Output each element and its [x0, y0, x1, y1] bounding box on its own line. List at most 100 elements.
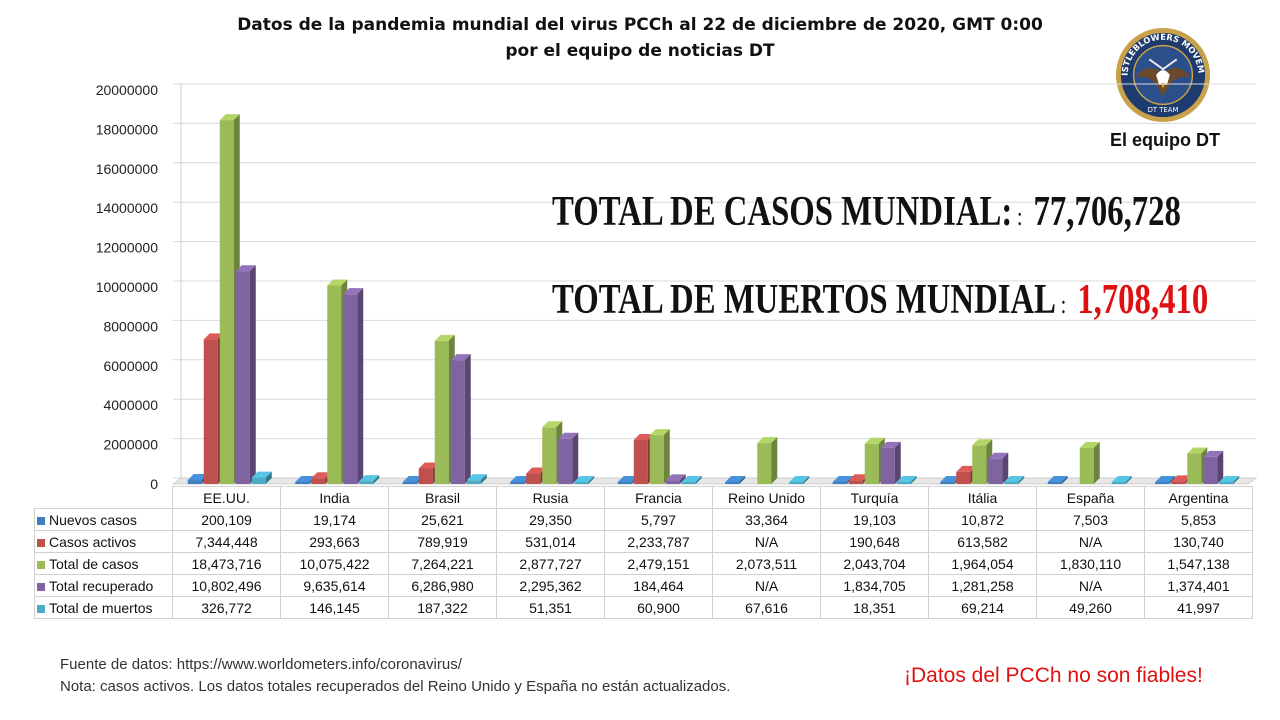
data-cell: 25,621 — [388, 508, 497, 531]
bar-total — [649, 435, 664, 484]
bar-side-muertos — [1018, 476, 1025, 484]
table-header-row: EE.UU. India Brasil Rusia Francia Reino Unido… — [34, 486, 1253, 509]
data-cell: 130,740 — [1144, 530, 1253, 553]
bar-recuperado — [558, 438, 573, 484]
bar-top-total — [219, 114, 240, 121]
data-cell: 10,872 — [928, 508, 1037, 531]
y-tick-label: 10000000 — [96, 279, 159, 295]
bar-top-muertos — [466, 474, 487, 481]
note-line: Nota: casos activos. Los datos totales r… — [60, 678, 731, 695]
bar-side-muertos — [588, 476, 595, 484]
bar-top-recuperado — [665, 474, 686, 481]
series-label: Casos activos — [34, 530, 173, 553]
bar-top-nuevos — [187, 474, 208, 481]
bar-top-activos — [848, 474, 869, 481]
bar-nuevos — [402, 482, 417, 484]
bar-nuevos — [1155, 482, 1170, 484]
y-tick-label: 4000000 — [103, 397, 158, 413]
logo-ring-text-bottom: DT TEAM — [1148, 106, 1179, 114]
y-tick-label: 6000000 — [103, 358, 158, 374]
y-tick-label: 2000000 — [103, 437, 158, 453]
bar-top-nuevos — [832, 476, 853, 482]
y-tick-label: 20000000 — [96, 82, 159, 98]
data-cell: 184,464 — [604, 574, 713, 597]
data-cell: N/A — [712, 574, 821, 597]
bar-top-nuevos — [1155, 476, 1176, 482]
bar-top-activos — [1171, 475, 1192, 482]
bar-top-total — [1079, 441, 1100, 448]
bar-side-recuperado — [464, 354, 471, 484]
bar-recuperado — [235, 271, 250, 484]
bar-total — [327, 285, 342, 484]
total-deaths-value: 1,708,410 — [1077, 277, 1209, 323]
bar-side-total — [663, 429, 670, 484]
table-row: Casos activos 7,344,448 293,663 789,919 531,… — [34, 530, 1253, 553]
table-row: Nuevos casos 200,109 19,174 25,621 29,350 5,7… — [34, 508, 1253, 531]
y-tick-label: 12000000 — [96, 240, 159, 256]
data-cell: 60,900 — [604, 596, 713, 619]
data-cell: 2,233,787 — [604, 530, 713, 553]
bar-top-muertos — [1219, 476, 1240, 482]
bar-side-recuperado — [894, 441, 901, 484]
data-cell: 1,830,110 — [1036, 552, 1145, 575]
category-label: Argentina — [1144, 486, 1253, 509]
data-cell: 187,322 — [388, 596, 497, 619]
data-cell: 29,350 — [496, 508, 605, 531]
chart-title-line1: Datos de la pandemia mundial del virus P… — [237, 15, 1043, 35]
bar-top-total — [972, 439, 993, 446]
bar-top-activos — [203, 333, 224, 340]
bar-muertos — [896, 482, 911, 484]
bar-side-muertos — [1233, 476, 1240, 484]
data-cell: 613,582 — [928, 530, 1037, 553]
legend-swatch — [37, 604, 45, 613]
bar-top-recuperado — [558, 432, 579, 439]
team-label: El equipo DT — [1110, 130, 1220, 150]
chart-title-line2: por el equipo de noticias DT — [505, 41, 775, 61]
total-cases-label: TOTAL DE CASOS MUNDIAL: — [552, 189, 1013, 235]
bar-top-total — [434, 334, 455, 341]
data-cell: 2,073,511 — [712, 552, 821, 575]
data-cell: 9,635,614 — [280, 574, 389, 597]
data-cell: 326,772 — [172, 596, 281, 619]
table-row: Total recuperado 10,802,496 9,635,614 6,286… — [34, 574, 1253, 597]
bar-nuevos — [187, 480, 202, 484]
bar-muertos — [574, 482, 589, 484]
total-deaths-label: TOTAL DE MUERTOS MUNDIAL — [552, 277, 1056, 323]
bar-top-recuperado — [1203, 450, 1224, 457]
bar-top-total — [327, 279, 348, 286]
bar-top-muertos — [1111, 476, 1132, 482]
data-cell: 7,344,448 — [172, 530, 281, 553]
legend-swatch — [37, 560, 45, 569]
bar-recuperado — [1203, 456, 1218, 484]
dt-team-logo: WHISTLEBLOWERS MOVEMENT DT TEAM — [1114, 26, 1211, 123]
table-row: Total de muertos 326,772 146,145 187,322 51,… — [34, 596, 1253, 619]
data-cell: 67,616 — [712, 596, 821, 619]
bar-activos — [1171, 481, 1186, 484]
data-cell: 1,374,401 — [1144, 574, 1253, 597]
bar-top-nuevos — [402, 476, 423, 482]
data-cell: 2,479,151 — [604, 552, 713, 575]
bar-side-muertos — [803, 476, 810, 484]
bar-side-muertos — [265, 471, 272, 484]
bar-top-nuevos — [725, 476, 746, 482]
category-label: Brasil — [388, 486, 497, 509]
bar-side-recuperado — [1002, 452, 1009, 484]
bar-nuevos — [295, 482, 310, 484]
source-line: Fuente de datos: https://www.worldometer… — [60, 656, 462, 673]
y-tick-label: 0 — [150, 476, 158, 492]
bar-side-muertos — [373, 475, 380, 484]
bar-nuevos — [940, 482, 955, 484]
y-tick-label: 8000000 — [103, 318, 158, 334]
data-cell: 18,351 — [820, 596, 929, 619]
bar-side-muertos — [480, 474, 487, 484]
bar-total — [864, 443, 879, 484]
table-row: Total de casos 18,473,716 10,075,422 7,264,… — [34, 552, 1253, 575]
total-cases-value: 77,706,728 — [1033, 189, 1181, 235]
bar-top-muertos — [789, 476, 810, 482]
category-label: Francia — [604, 486, 713, 509]
category-label: India — [280, 486, 389, 509]
bar-total — [972, 445, 987, 484]
bar-top-nuevos — [940, 476, 961, 482]
data-cell: 18,473,716 — [172, 552, 281, 575]
bar-side-total — [771, 437, 778, 484]
